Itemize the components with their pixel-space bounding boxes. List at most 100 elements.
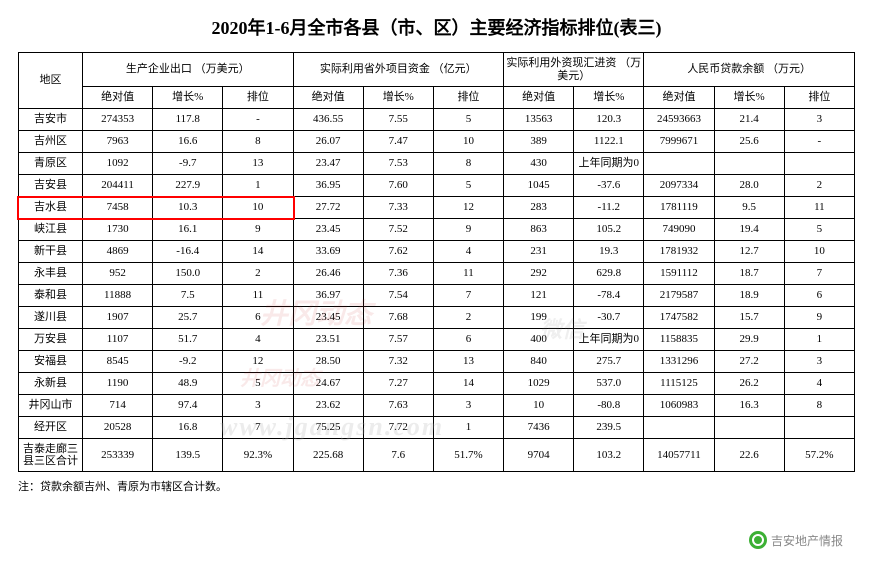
cell-value: -37.6: [574, 175, 644, 197]
cell-value: [784, 153, 854, 175]
cell-region: 吉安市: [19, 109, 83, 131]
table-header: 地区 生产企业出口 （万美元） 实际利用省外项目资金 （亿元） 实际利用外资现汇…: [19, 53, 855, 109]
cell-value: -16.4: [153, 241, 223, 263]
table-row: 泰和县118887.51136.977.547121-78.4217958718…: [19, 285, 855, 307]
cell-value: 9: [784, 307, 854, 329]
cell-value: 231: [504, 241, 574, 263]
subheader: 绝对值: [293, 87, 363, 109]
header-group-loans: 人民币贷款余额 （万元）: [644, 53, 855, 87]
cell-value: 19.4: [714, 219, 784, 241]
cell-value: 225.68: [293, 439, 363, 472]
cell-value: 23.45: [293, 219, 363, 241]
cell-value: 18.9: [714, 285, 784, 307]
cell-value: 4: [433, 241, 503, 263]
cell-value: 26.46: [293, 263, 363, 285]
cell-value: 117.8: [153, 109, 223, 131]
cell-value: 840: [504, 351, 574, 373]
cell-value: 9: [223, 219, 293, 241]
cell-value: 7436: [504, 417, 574, 439]
cell-value: -11.2: [574, 197, 644, 219]
cell-value: 10: [504, 395, 574, 417]
cell-value: 5: [433, 109, 503, 131]
cell-value: 4: [784, 373, 854, 395]
cell-region: 峡江县: [19, 219, 83, 241]
cell-value: 13: [223, 153, 293, 175]
cell-value: 7.68: [363, 307, 433, 329]
cell-value: 1: [784, 329, 854, 351]
cell-value: 3: [223, 395, 293, 417]
cell-value: 629.8: [574, 263, 644, 285]
cell-value: 7.36: [363, 263, 433, 285]
cell-value: [714, 417, 784, 439]
cell-value: 204411: [83, 175, 153, 197]
cell-value: 283: [504, 197, 574, 219]
cell-value: 3: [784, 109, 854, 131]
cell-value: 5: [223, 373, 293, 395]
cell-value: 400: [504, 329, 574, 351]
cell-value: 1045: [504, 175, 574, 197]
table-row: 安福县8545-9.21228.507.3213840275.713312962…: [19, 351, 855, 373]
cell-value: 上年同期为0: [574, 329, 644, 351]
cell-value: 4869: [83, 241, 153, 263]
cell-value: 27.72: [293, 197, 363, 219]
cell-region: 永丰县: [19, 263, 83, 285]
cell-value: 1060983: [644, 395, 714, 417]
table-row: 吉安县204411227.9136.957.6051045-37.6209733…: [19, 175, 855, 197]
table-container: 井冈动态 微信 井冈动态 www.jgangsn.com 地区 生产企业出口 （…: [0, 52, 873, 472]
header-region: 地区: [19, 53, 83, 109]
cell-value: [644, 417, 714, 439]
cell-value: 23.51: [293, 329, 363, 351]
table-row: 青原区1092-9.71323.477.538430上年同期为0: [19, 153, 855, 175]
cell-value: 24.67: [293, 373, 363, 395]
cell-value: 11888: [83, 285, 153, 307]
cell-value: 1029: [504, 373, 574, 395]
cell-value: 12.7: [714, 241, 784, 263]
subheader: 增长%: [363, 87, 433, 109]
table-row: 经开区2052816.8775.257.7217436239.5: [19, 417, 855, 439]
subheader: 排位: [223, 87, 293, 109]
cell-value: 8545: [83, 351, 153, 373]
cell-value: 436.55: [293, 109, 363, 131]
table-body: 吉安市274353117.8-436.557.55513563120.32459…: [19, 109, 855, 472]
cell-value: 3: [433, 395, 503, 417]
cell-region: 万安县: [19, 329, 83, 351]
cell-value: 1122.1: [574, 131, 644, 153]
cell-value: 9: [433, 219, 503, 241]
cell-value: 10.3: [153, 197, 223, 219]
cell-value: 36.95: [293, 175, 363, 197]
subheader: 增长%: [153, 87, 223, 109]
cell-value: 239.5: [574, 417, 644, 439]
cell-value: 2097334: [644, 175, 714, 197]
cell-region: 井冈山市: [19, 395, 83, 417]
cell-value: 1107: [83, 329, 153, 351]
table-row: 吉泰走廊三县三区合计253339139.592.3%225.687.651.7%…: [19, 439, 855, 472]
cell-value: -: [223, 109, 293, 131]
table-row: 永新县119048.9524.677.27141029537.011151252…: [19, 373, 855, 395]
cell-value: 120.3: [574, 109, 644, 131]
cell-value: 48.9: [153, 373, 223, 395]
cell-value: 2: [433, 307, 503, 329]
cell-value: 28.0: [714, 175, 784, 197]
cell-value: 24593663: [644, 109, 714, 131]
cell-value: 上年同期为0: [574, 153, 644, 175]
cell-value: 14057711: [644, 439, 714, 472]
table-row: 永丰县952150.0226.467.3611292629.8159111218…: [19, 263, 855, 285]
cell-value: 1331296: [644, 351, 714, 373]
cell-value: 150.0: [153, 263, 223, 285]
cell-value: 1: [433, 417, 503, 439]
cell-value: 16.1: [153, 219, 223, 241]
cell-value: 26.07: [293, 131, 363, 153]
cell-value: 7: [223, 417, 293, 439]
cell-value: 4: [223, 329, 293, 351]
cell-value: -30.7: [574, 307, 644, 329]
cell-value: 7.32: [363, 351, 433, 373]
cell-region: 青原区: [19, 153, 83, 175]
table-row: 峡江县173016.1923.457.529863105.274909019.4…: [19, 219, 855, 241]
cell-value: 23.62: [293, 395, 363, 417]
subheader: 增长%: [714, 87, 784, 109]
cell-value: 105.2: [574, 219, 644, 241]
cell-value: 1158835: [644, 329, 714, 351]
cell-value: 7.47: [363, 131, 433, 153]
cell-value: 20528: [83, 417, 153, 439]
cell-value: 10: [433, 131, 503, 153]
